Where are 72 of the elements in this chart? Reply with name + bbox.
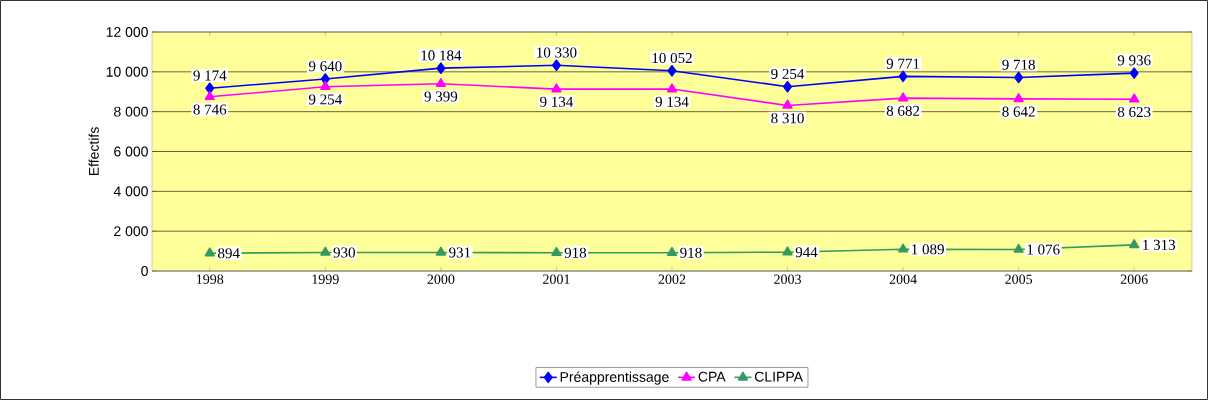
point [1129, 239, 1140, 249]
data-label: 8 642 [1002, 106, 1035, 117]
point [667, 65, 677, 77]
data-label: 8 310 [771, 113, 804, 124]
point [1014, 71, 1024, 84]
y-tick-label: 4 000 [113, 186, 148, 197]
point [551, 246, 562, 257]
data-label: 9 254 [771, 68, 805, 79]
point [1129, 93, 1140, 103]
data-label: 930 [333, 247, 355, 258]
y-tick-label: 0 [141, 266, 148, 276]
y-tick-label: 10 000 [106, 66, 148, 77]
point [551, 59, 561, 72]
data-label: 9 718 [1002, 59, 1035, 70]
y-tick-label: 6 000 [114, 146, 148, 157]
point [666, 83, 678, 93]
data-label: 8 623 [1117, 106, 1151, 118]
data-label: 9 640 [308, 61, 342, 72]
point [1013, 243, 1024, 253]
data-label: 931 [449, 247, 471, 258]
data-label: 9 134 [540, 96, 574, 107]
y-tick-label: 2 000 [114, 226, 148, 237]
data-label: 10 052 [652, 52, 692, 64]
x-tick-label: 2000 [427, 274, 455, 284]
point [320, 246, 331, 256]
data-label: 918 [564, 247, 587, 258]
data-label: 894 [218, 248, 240, 259]
point [435, 78, 447, 88]
x-tick-label: 2005 [1005, 274, 1033, 284]
data-label: 9 254 [308, 94, 342, 105]
data-label: 944 [795, 247, 818, 258]
point [1129, 67, 1139, 79]
point [435, 246, 447, 256]
legend-label: Préapprentissage [560, 371, 669, 385]
point [897, 92, 909, 102]
x-tick-label: 1999 [312, 274, 339, 284]
x-tick-label: 2004 [889, 274, 917, 284]
x-tick-label: 1998 [197, 274, 224, 284]
x-tick-label: 2006 [1120, 274, 1148, 284]
point [551, 83, 562, 93]
x-tick-label: 2001 [543, 274, 570, 284]
point [436, 62, 446, 74]
data-label: 9 134 [655, 96, 689, 107]
data-label: 8 682 [886, 105, 920, 116]
data-label: 10 184 [421, 50, 462, 61]
data-label: 9 936 [1117, 55, 1151, 66]
point [320, 80, 331, 90]
x-tick-label: 2003 [774, 274, 801, 284]
data-label: 9 771 [886, 58, 920, 69]
legend-label: CLIPPA [754, 371, 803, 382]
x-tick-label: 2002 [658, 274, 686, 284]
data-label: 8 746 [193, 104, 227, 115]
data-label: 1 313 [1143, 239, 1176, 250]
point [898, 70, 908, 83]
point [782, 80, 793, 93]
data-label: 918 [680, 247, 702, 258]
data-label: 1 089 [912, 244, 944, 255]
point [204, 91, 215, 101]
point [782, 99, 793, 109]
point [204, 247, 215, 257]
data-label: 10 330 [537, 47, 577, 58]
y-tick-label: 8 000 [114, 106, 148, 117]
y-tick-label: 12 000 [106, 27, 148, 37]
data-label: 9 174 [193, 70, 227, 81]
point [1013, 93, 1024, 103]
legend-label: CPA [698, 371, 726, 382]
y-axis-title: Effectifs [88, 127, 99, 176]
data-label: 9 399 [424, 91, 458, 102]
point [897, 243, 909, 253]
point [666, 246, 678, 257]
point [782, 246, 793, 256]
data-label: 1 076 [1027, 244, 1060, 255]
